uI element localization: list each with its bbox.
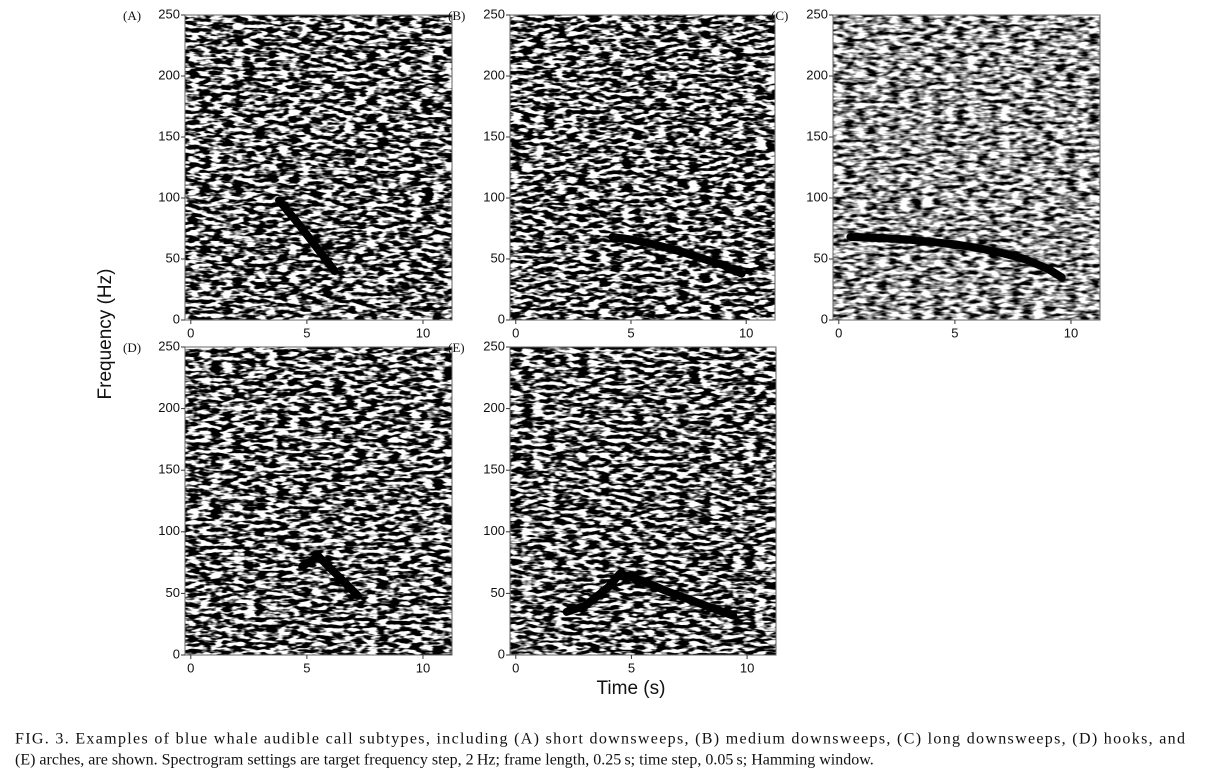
y-tick-label: 100 <box>158 523 180 538</box>
x-tick-label: 5 <box>303 660 310 675</box>
x-tick-label: 0 <box>512 325 519 340</box>
y-tick-label: 200 <box>806 67 828 82</box>
y-tick-label: 100 <box>483 189 505 204</box>
x-tick-label: 10 <box>416 660 430 675</box>
spectrogram-noise <box>510 347 776 655</box>
x-tick-label: 10 <box>1064 325 1078 340</box>
spectrogram-noise <box>185 347 452 655</box>
x-tick-label: 0 <box>512 660 519 675</box>
y-tick-label: 150 <box>158 462 180 477</box>
y-tick-label: 150 <box>158 128 180 143</box>
y-tick-label: 50 <box>491 250 505 265</box>
y-tick-label: 250 <box>158 338 180 353</box>
x-tick-label: 5 <box>951 325 958 340</box>
y-tick-label: 0 <box>173 311 180 326</box>
call-contour <box>298 552 362 600</box>
call-contour <box>275 196 339 276</box>
x-axis-label: Time (s) <box>597 678 666 699</box>
panel-label: (E) <box>448 340 465 355</box>
y-tick-label: 50 <box>166 250 180 265</box>
spectrogram-noise <box>185 15 452 320</box>
y-tick-label: 150 <box>483 128 505 143</box>
panel-label: (C) <box>771 8 788 23</box>
plot-frame <box>832 14 1101 321</box>
plot-frame <box>509 14 776 321</box>
x-tick-label: 0 <box>835 325 842 340</box>
call-contour <box>562 569 738 620</box>
x-tick-label: 5 <box>628 660 635 675</box>
y-tick-label: 150 <box>483 462 505 477</box>
y-tick-label: 100 <box>158 189 180 204</box>
panel-label: (B) <box>448 8 465 23</box>
y-tick-label: 0 <box>498 311 505 326</box>
y-tick-label: 100 <box>483 523 505 538</box>
x-tick-label: 0 <box>187 325 194 340</box>
call-contour <box>608 233 746 278</box>
x-tick-label: 10 <box>740 660 754 675</box>
y-tick-label: 50 <box>491 585 505 600</box>
y-tick-label: 0 <box>498 646 505 661</box>
y-tick-label: 250 <box>483 6 505 21</box>
x-tick-label: 5 <box>627 325 634 340</box>
x-tick-label: 5 <box>303 325 310 340</box>
y-tick-label: 200 <box>483 67 505 82</box>
panel-label: (A) <box>123 8 141 23</box>
y-tick-label: 200 <box>483 400 505 415</box>
y-tick-label: 200 <box>158 67 180 82</box>
plot-frame <box>509 346 777 656</box>
plot-frame <box>184 14 453 321</box>
caption-line: (E) arches, are shown. Spectrogram setti… <box>15 752 874 769</box>
y-tick-label: 50 <box>814 250 828 265</box>
y-tick-label: 0 <box>173 646 180 661</box>
y-axis-label: Frequency (Hz) <box>95 269 116 400</box>
y-tick-label: 0 <box>821 311 828 326</box>
y-tick-label: 200 <box>158 400 180 415</box>
x-tick-label: 10 <box>416 325 430 340</box>
panel-label: (D) <box>123 340 141 355</box>
plot-frame <box>184 346 453 656</box>
y-tick-label: 150 <box>806 128 828 143</box>
y-tick-label: 250 <box>806 6 828 21</box>
call-contour <box>846 233 1066 282</box>
y-tick-label: 250 <box>158 6 180 21</box>
y-tick-label: 250 <box>483 338 505 353</box>
x-tick-label: 10 <box>739 325 753 340</box>
x-tick-label: 0 <box>187 660 194 675</box>
caption-line: FIG. 3. Examples of blue whale audible c… <box>15 731 1185 748</box>
y-tick-label: 50 <box>166 585 180 600</box>
y-tick-label: 100 <box>806 189 828 204</box>
